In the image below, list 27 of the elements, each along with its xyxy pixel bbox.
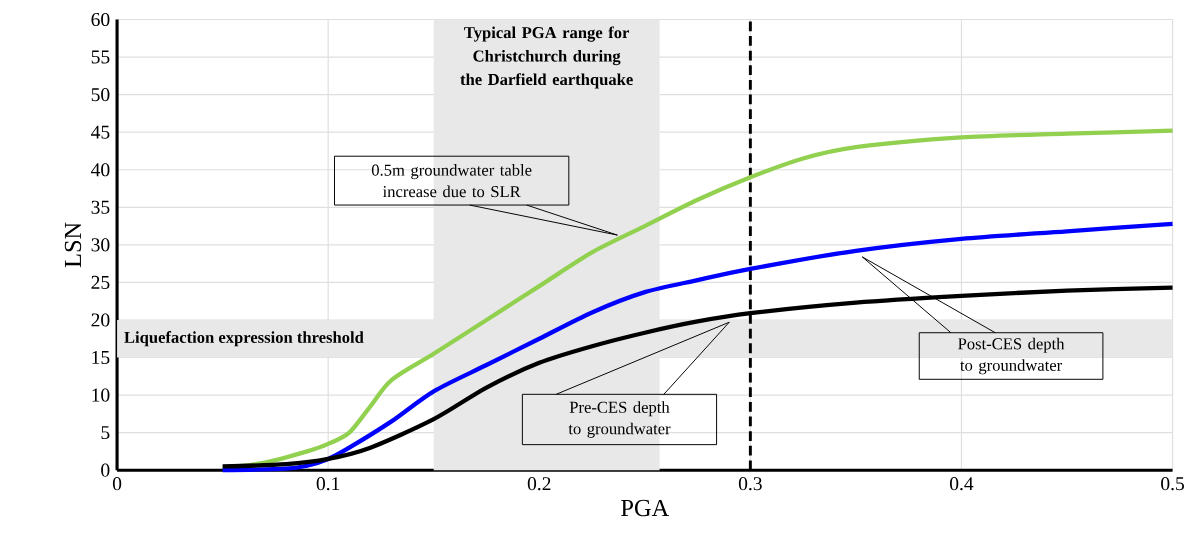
y-tick-label: 40 xyxy=(91,163,110,177)
y-tick-label: 55 xyxy=(91,50,110,64)
x-tick-label: 0.3 xyxy=(738,477,762,491)
line-series xyxy=(220,221,1175,473)
annotation: Pre-CES depth to groundwater xyxy=(568,401,671,439)
y-tick-label: 45 xyxy=(91,125,110,139)
y-tick-label: 50 xyxy=(91,88,110,102)
y-tick-label: 25 xyxy=(91,276,110,290)
annotation: Post-CES depth to groundwater xyxy=(958,337,1065,375)
annotation: 0.5m groundwater table increase due to SLR xyxy=(371,164,532,198)
y-tick-label: 10 xyxy=(92,388,110,402)
x-tick-label: 0.2 xyxy=(527,477,551,491)
y-tick-label: 15 xyxy=(92,351,110,365)
x-axis-title: PGA xyxy=(621,500,670,517)
x-tick-label: 0 xyxy=(112,477,122,491)
y-tick-label: 20 xyxy=(91,313,110,327)
band-label: Typical PGA range for Christchurch during the Darfield earthquake xyxy=(460,26,633,89)
y-tick-label: 0 xyxy=(101,463,110,478)
x-tick-label: 0.5 xyxy=(1161,477,1184,491)
y-axis-title: LSN xyxy=(64,222,82,268)
y-tick-label: 30 xyxy=(91,238,110,252)
band-label: Liquefaction expression threshold xyxy=(124,331,364,347)
x-tick-label: 0.1 xyxy=(316,477,340,491)
x-tick-label: 0.4 xyxy=(950,477,974,491)
y-tick-label: 5 xyxy=(101,426,110,440)
y-tick-label: 35 xyxy=(91,200,110,215)
y-tick-label: 60 xyxy=(91,13,110,27)
